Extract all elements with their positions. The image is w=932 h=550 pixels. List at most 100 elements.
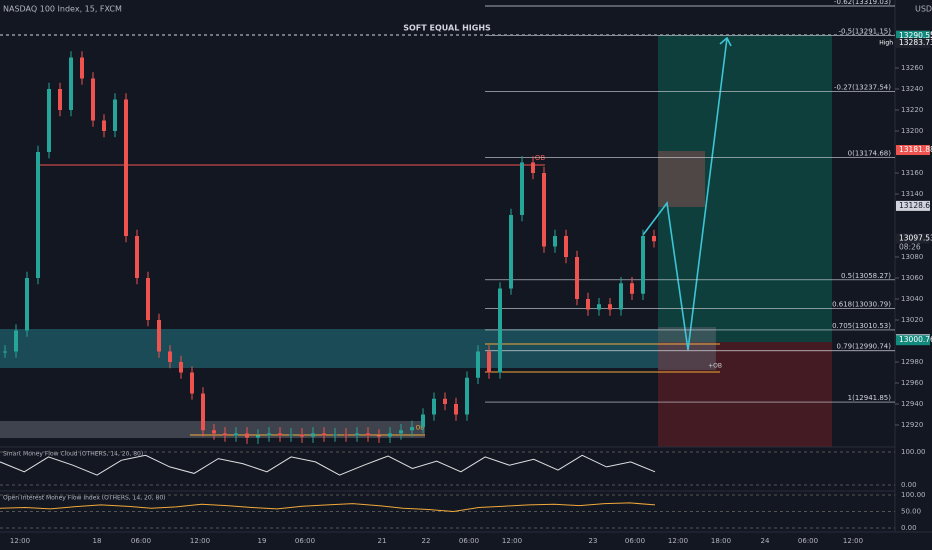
candle-body (443, 398, 447, 404)
candle-body (399, 430, 403, 434)
pane-tick-label: 50.00 (901, 508, 921, 516)
equal-highs-label: SOFT EQUAL HIGHS (403, 24, 491, 33)
candle-body (157, 320, 161, 352)
candle-body (146, 278, 150, 320)
candle-body (542, 173, 546, 247)
fib-label: -0.27(13237.54) (834, 84, 891, 92)
candle-body (652, 236, 656, 242)
y-tick-label: 13240 (901, 85, 923, 93)
candle-body (234, 433, 238, 436)
demand-zone (0, 329, 715, 368)
ob-label: OB (535, 154, 546, 162)
x-tick-label: 06:00 (625, 537, 645, 545)
candle-body (487, 351, 491, 373)
candle-body (300, 434, 304, 437)
candle-body (641, 236, 645, 294)
fib-label: 0.618(13030.79) (832, 301, 891, 309)
ob-label: +OB (708, 363, 722, 370)
candle-body (124, 99, 128, 236)
y-tick-label: 12960 (901, 379, 923, 387)
candle-body (113, 99, 117, 131)
x-tick-label: 12:00 (843, 537, 863, 545)
candle-body (311, 433, 315, 437)
candle-body (586, 299, 590, 310)
candle-body (91, 78, 95, 121)
candle-body (520, 162, 524, 215)
candle-body (102, 120, 106, 131)
countdown: 08:26 (899, 243, 921, 252)
candle-body (58, 89, 62, 110)
candle-body (80, 57, 84, 79)
candle-body (179, 362, 183, 373)
y-tick-label: 13020 (901, 316, 923, 324)
candle-body (47, 89, 51, 152)
y-tick-label: 13200 (901, 127, 923, 135)
y-tick-label: 13040 (901, 295, 923, 303)
pane-tick-label: 100.00 (901, 491, 926, 499)
ob-zone (0, 421, 425, 438)
high-tag: High (879, 40, 893, 47)
candle-body (410, 427, 414, 431)
x-tick-label: 18 (93, 537, 102, 545)
candle-body (69, 57, 73, 110)
price-badge-label: 13290.55 (899, 31, 932, 40)
pane-line (0, 454, 656, 476)
pane-tick-label: 0.00 (901, 481, 917, 489)
ob-label: OB (416, 425, 425, 432)
pane-title: Smart Money Flow Cloud (OTHERS, 14, 20, … (3, 451, 143, 458)
y-tick-label: 12980 (901, 358, 923, 366)
candle-body (630, 283, 634, 294)
price-badge-label: 13128.68 (899, 201, 932, 210)
candle-body (278, 433, 282, 436)
fib-label: 0.5(13058.27) (841, 272, 891, 280)
price-badge-label: 13000.76 (899, 335, 932, 344)
candle-body (476, 351, 480, 378)
x-tick-label: 06:00 (131, 537, 151, 545)
x-tick-label: 21 (378, 537, 387, 545)
x-tick-label: 12:00 (190, 537, 210, 545)
candle-body (3, 351, 7, 353)
x-tick-label: 12:00 (668, 537, 688, 545)
candle-body (223, 433, 227, 436)
candle-body (619, 283, 623, 310)
candle-body (190, 372, 194, 394)
y-tick-label: 13220 (901, 106, 923, 114)
candle-body (289, 434, 293, 436)
fib-label: 0(13174.68) (848, 150, 892, 158)
x-tick-label: 12:00 (10, 537, 30, 545)
fib-label: 0.705(13010.53) (832, 322, 891, 330)
candle-body (531, 162, 535, 173)
candle-body (333, 434, 337, 436)
symbol-title: NASDAQ 100 Index, 15, FXCM (3, 5, 122, 14)
candle-body (322, 433, 326, 436)
candle-body (388, 433, 392, 437)
candle-body (465, 377, 469, 415)
price-badge (896, 335, 930, 346)
x-tick-label: 18:00 (711, 537, 731, 545)
pane-tick-label: 0.00 (901, 524, 917, 532)
candle-body (608, 304, 612, 310)
fib-label: -0.5(13291.15) (838, 27, 891, 35)
price-badge (896, 38, 930, 49)
x-tick-label: 06:00 (459, 537, 479, 545)
y-tick-label: 13080 (901, 253, 923, 261)
price-badge-label: 13181.88 (899, 145, 932, 154)
candle-body (256, 435, 260, 438)
candle-body (135, 236, 139, 278)
price-badge (896, 145, 930, 156)
x-tick-label: 12:00 (502, 537, 522, 545)
candle-body (553, 236, 557, 247)
x-tick-label: 06:00 (798, 537, 818, 545)
candle-body (344, 434, 348, 436)
price-badge-label: 13283.73 (899, 38, 932, 47)
price-badge (896, 200, 930, 211)
y-tick-label: 12920 (901, 421, 923, 429)
candle-body (564, 236, 568, 257)
candle-body (575, 257, 579, 299)
pane-tick-label: 100.00 (901, 448, 926, 456)
y-tick-label: 13060 (901, 274, 923, 282)
candle-body (366, 433, 370, 436)
x-tick-label: 23 (589, 537, 598, 545)
projection-arrow (719, 36, 732, 47)
